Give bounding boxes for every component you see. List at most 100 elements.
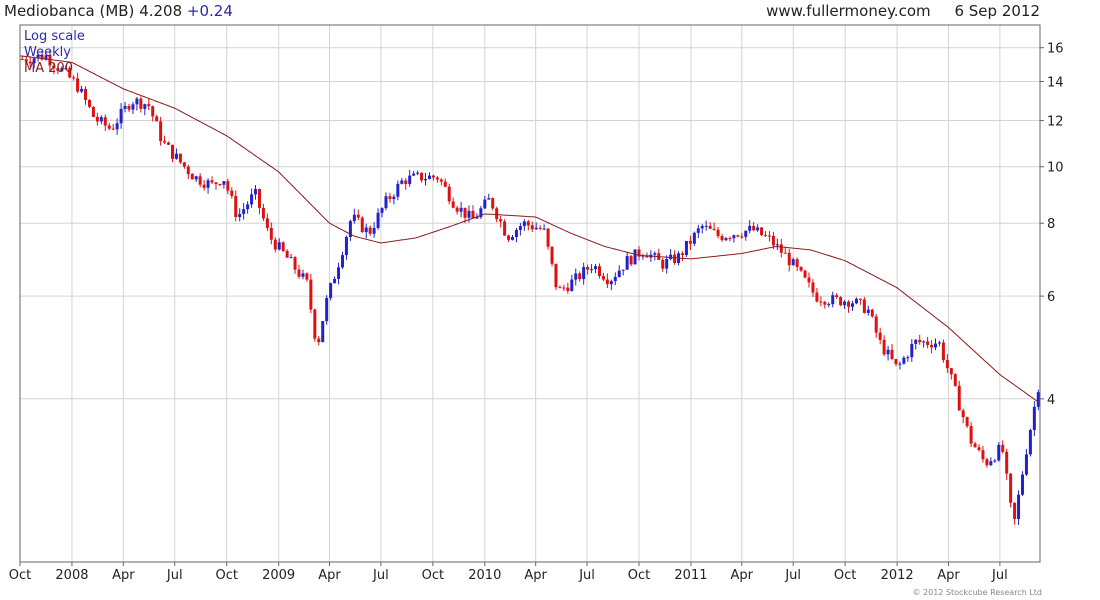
candle [269, 222, 273, 245]
candle [135, 96, 139, 111]
candle [210, 176, 214, 185]
candle [273, 237, 277, 253]
candle [522, 219, 526, 231]
candle [708, 222, 712, 230]
y-tick-label: 10 [1047, 161, 1064, 176]
site-link[interactable]: www.fullermoney.com [766, 2, 931, 20]
y-tick-label: 12 [1047, 115, 1064, 130]
candle [712, 222, 716, 231]
candle [507, 234, 511, 242]
candle [803, 269, 807, 279]
candle [665, 255, 669, 274]
candle [669, 249, 673, 261]
candle [337, 262, 341, 285]
candle [435, 176, 439, 183]
candle [601, 272, 605, 282]
candle [854, 297, 858, 305]
x-tick-label: 2008 [55, 568, 88, 583]
candle [882, 335, 886, 357]
candle [384, 192, 388, 211]
candle [250, 188, 254, 208]
candle [277, 238, 281, 251]
candle [977, 444, 981, 452]
candle [858, 298, 862, 305]
candle [170, 144, 174, 163]
candle [479, 205, 483, 220]
candle [459, 201, 463, 218]
candle [198, 173, 202, 188]
candle [680, 251, 684, 261]
candle [799, 266, 803, 272]
candle [155, 114, 159, 122]
candle [483, 195, 487, 210]
x-tick-label: 2009 [262, 568, 295, 583]
x-tick-label: Apr [112, 568, 135, 583]
candle [605, 273, 609, 289]
candle [957, 380, 961, 411]
candle [981, 445, 985, 463]
candle [922, 340, 926, 348]
candle [163, 135, 167, 144]
x-tick-label: Jul [991, 568, 1008, 583]
candle [178, 153, 182, 165]
candle [194, 175, 198, 182]
candle [424, 172, 428, 186]
candle [427, 172, 431, 180]
candle [850, 300, 854, 311]
candle [261, 203, 265, 221]
candle [64, 65, 68, 70]
x-tick-label: Jul [166, 568, 183, 583]
legend-ma: MA 200 [24, 61, 74, 76]
candle [586, 264, 590, 275]
candle [953, 373, 957, 387]
x-tick-label: Oct [215, 568, 237, 583]
candle [570, 274, 574, 292]
candle [902, 355, 906, 365]
candle [993, 459, 997, 463]
x-tick-label: Apr [937, 568, 960, 583]
candle [562, 284, 566, 292]
x-tick-label: 2012 [881, 568, 914, 583]
x-tick-label: Apr [524, 568, 547, 583]
candle [471, 205, 475, 219]
candle [364, 223, 368, 239]
candle [550, 246, 554, 267]
candle [629, 254, 633, 267]
candle [1001, 440, 1005, 454]
candle [56, 65, 60, 75]
x-tick-label: Oct [628, 568, 650, 583]
candle [969, 422, 973, 448]
candle [961, 408, 965, 424]
candle [443, 178, 447, 188]
candle [139, 96, 143, 113]
candle [831, 291, 835, 308]
candle [76, 72, 80, 94]
candle [451, 197, 455, 209]
candle [356, 209, 360, 221]
candle [218, 183, 222, 187]
candle [633, 249, 637, 265]
y-axis: 4 6 8 10 12 14 16 [1040, 42, 1064, 408]
candle [989, 457, 993, 467]
candle [206, 178, 210, 194]
candle [688, 235, 692, 251]
candle [862, 296, 866, 314]
candle [811, 279, 815, 297]
candle [503, 219, 507, 237]
candle [621, 269, 625, 276]
candle [815, 287, 819, 303]
chart-title: Mediobanca (MB) 4.208 +0.24 [4, 2, 233, 20]
candle [724, 237, 728, 242]
candle [321, 320, 325, 343]
candle [728, 236, 732, 242]
x-tick-label: Apr [318, 568, 341, 583]
candle [898, 361, 902, 370]
copyright-note: © 2012 Stockcube Research Ltd [912, 588, 1042, 597]
candle [360, 216, 364, 233]
candle [767, 231, 771, 242]
candle [131, 101, 135, 114]
candle [167, 141, 171, 146]
candle [748, 219, 752, 234]
candle [80, 85, 84, 94]
candle [945, 354, 949, 373]
